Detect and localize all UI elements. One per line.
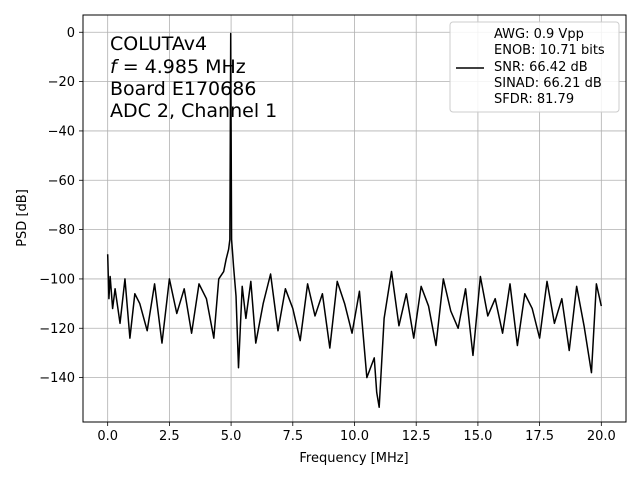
x-tick-label: 12.5 [402,429,431,444]
legend-entry-snr: SNR: 66.42 dB [494,60,588,75]
y-axis-ticks: 0 −20 −40 −60 −80 −100 −120 −140 [39,26,83,386]
psd-series-line [106,32,603,408]
annotation-frequency: = 4.985 MHz [123,56,246,78]
y-tick-label: −40 [48,124,75,139]
x-tick-label: 20.0 [587,429,616,444]
annotation-line-3: Board E170686 [110,78,256,100]
y-axis-label: PSD [dB] [15,189,30,247]
x-tick-label: 7.5 [282,429,303,444]
annotation-line-1: COLUTAv4 [110,33,207,55]
x-tick-label: 5.0 [221,429,242,444]
y-tick-label: −120 [39,322,75,337]
annotation-line-2: f = 4.985 MHz [110,56,246,78]
y-tick-label: −140 [39,371,75,386]
x-axis-ticks: 0.0 2.5 5.0 7.5 10.0 12.5 15.0 17.5 20.0 [97,422,616,444]
legend: AWG: 0.9 Vpp ENOB: 10.71 bits SNR: 66.42… [449,21,620,113]
x-tick-label: 15.0 [463,429,492,444]
x-tick-label: 2.5 [159,429,180,444]
x-tick-label: 10.0 [340,429,369,444]
legend-entry-sfdr: SFDR: 81.79 [494,92,574,107]
legend-entry-sinad: SINAD: 66.21 dB [494,76,602,91]
legend-entry-awg: AWG: 0.9 Vpp [494,27,584,42]
y-tick-label: −60 [48,174,75,189]
y-tick-label: −20 [48,75,75,90]
annotation-f-symbol: f [110,56,120,78]
legend-entry-enob: ENOB: 10.71 bits [494,43,605,58]
psd-series-path [106,32,603,408]
chart-annotation: COLUTAv4 f = 4.985 MHz Board E170686 ADC … [110,33,277,122]
y-tick-label: 0 [67,26,75,41]
annotation-line-4: ADC 2, Channel 1 [110,100,277,122]
legend-box [449,21,620,113]
y-tick-label: −80 [48,223,75,238]
x-tick-label: 17.5 [525,429,554,444]
x-tick-label: 0.0 [97,429,118,444]
x-axis-label: Frequency [MHz] [299,451,408,466]
y-tick-label: −100 [39,272,75,287]
